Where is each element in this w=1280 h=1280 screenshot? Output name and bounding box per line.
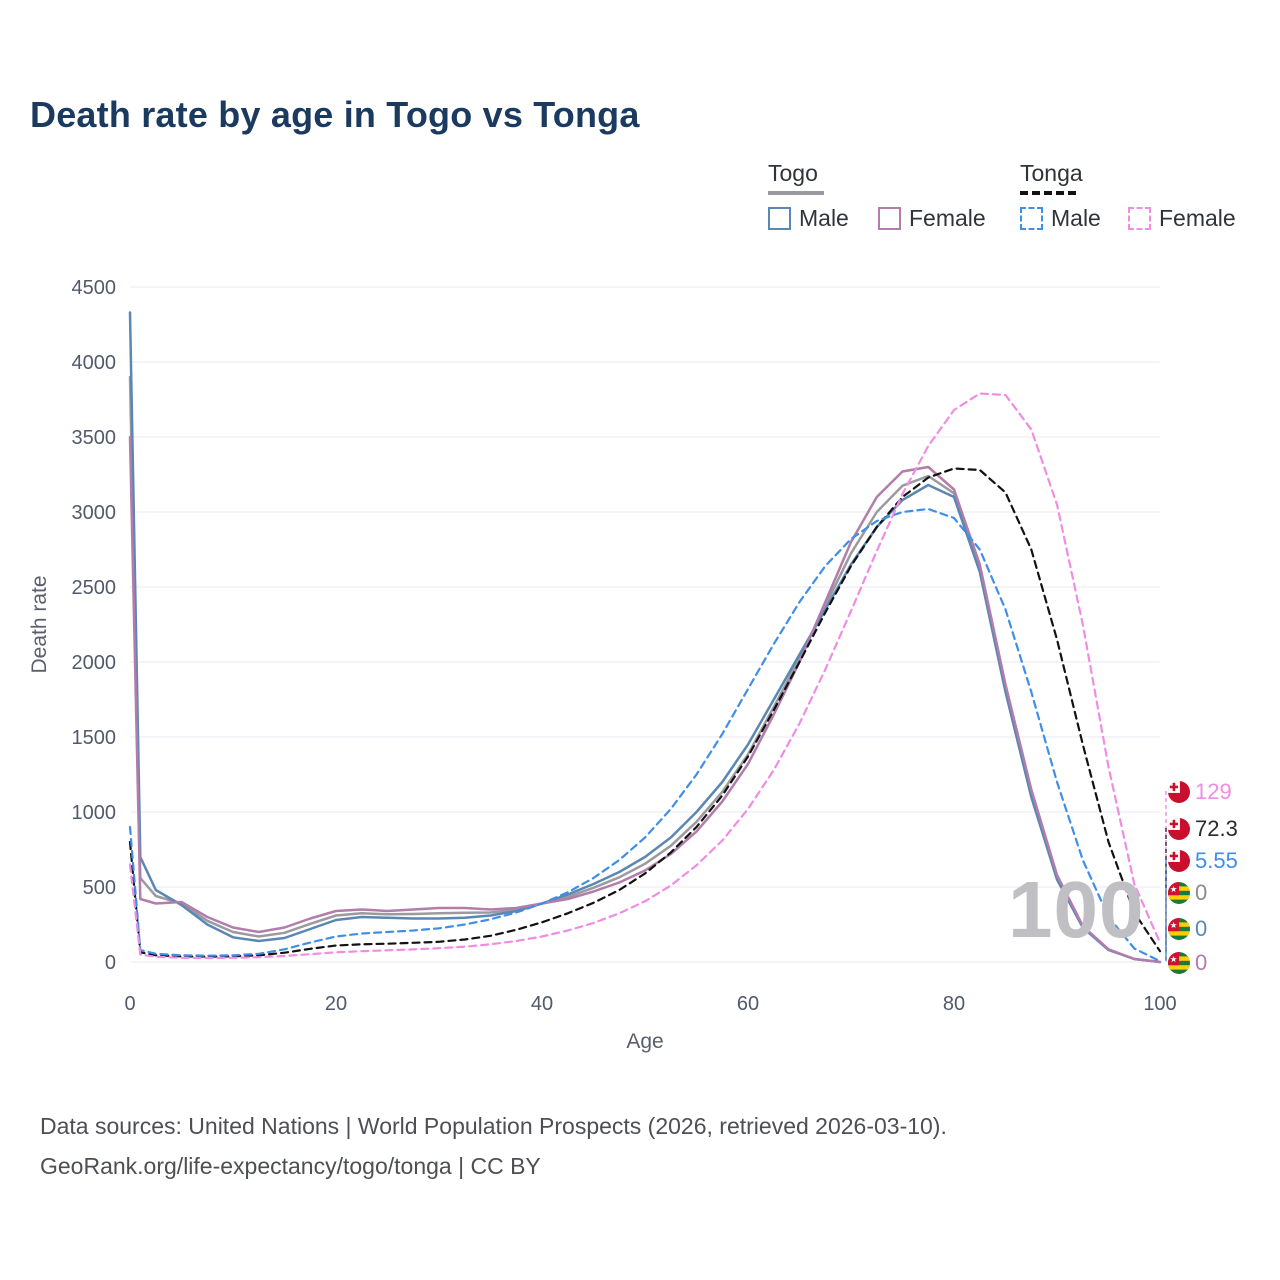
x-tick-label: 100: [1143, 993, 1176, 1015]
x-axis-title: Age: [626, 1030, 663, 1053]
series-line-tonga-total[interactable]: [128, 467, 1162, 958]
end-label-row: ★ 0: [1168, 916, 1207, 942]
age-watermark: 100: [1008, 865, 1145, 954]
togo-female-swatch-icon: [878, 207, 901, 230]
svg-text:★: ★: [1170, 885, 1177, 894]
legend-item-label: Male: [1051, 205, 1101, 231]
y-tick-label: 2000: [72, 652, 117, 674]
togo-flag-icon: ★: [1168, 882, 1190, 904]
series-line-tonga-male[interactable]: [128, 507, 1162, 963]
x-tick-label: 80: [943, 993, 965, 1015]
series-line-tonga-female[interactable]: [128, 392, 1162, 960]
attribution-text: GeoRank.org/life-expectancy/togo/tonga |…: [40, 1153, 541, 1179]
x-tick-label: 40: [531, 993, 553, 1015]
x-tick-label: 20: [325, 993, 347, 1015]
tonga-male-swatch-icon: [1020, 207, 1043, 230]
end-label-row: 5.55: [1168, 848, 1238, 874]
end-value: 0: [1195, 880, 1208, 905]
footer: Data sources: United Nations | World Pop…: [40, 1106, 947, 1186]
y-tick-label: 4500: [72, 277, 117, 299]
tonga-line-swatch: [1020, 191, 1076, 195]
togo-flag-icon: ★: [1168, 918, 1190, 940]
svg-text:★: ★: [1170, 921, 1177, 930]
legend-group-label: Togo: [768, 160, 818, 186]
y-tick-label: 4000: [72, 352, 117, 374]
y-tick-label: 1000: [72, 802, 117, 824]
y-tick-label: 0: [105, 952, 116, 974]
y-tick-label: 500: [83, 877, 116, 899]
togo-line-swatch: [768, 191, 824, 195]
legend-item-label: Female: [909, 205, 986, 231]
series-line-togo-female[interactable]: [128, 435, 1162, 964]
legend-item-togo-male[interactable]: Male: [768, 205, 849, 232]
y-axis-title: Death rate: [28, 575, 51, 673]
legend-item-tonga-female[interactable]: Female: [1128, 205, 1236, 232]
svg-text:★: ★: [1170, 955, 1177, 964]
end-label-row: 72.3: [1168, 816, 1238, 842]
legend-item-togo-female[interactable]: Female: [878, 205, 986, 232]
end-value: 72.3: [1195, 816, 1238, 841]
end-label-row: ★ 0: [1168, 950, 1207, 976]
end-value: 129: [1195, 779, 1232, 804]
tonga-flag-icon: [1168, 781, 1190, 803]
y-tick-label: 3000: [72, 502, 117, 524]
legend-item-label: Male: [799, 205, 849, 231]
data-sources-text: Data sources: United Nations | World Pop…: [40, 1113, 947, 1139]
legend-item-tonga-male[interactable]: Male: [1020, 205, 1101, 232]
tonga-flag-icon: [1168, 850, 1190, 872]
legend: Togo Tonga Male Female Male Female: [0, 0, 1280, 250]
y-tick-label: 1500: [72, 727, 117, 749]
end-value: 5.55: [1195, 848, 1238, 873]
togo-male-swatch-icon: [768, 207, 791, 230]
end-value: 0: [1195, 950, 1208, 975]
togo-flag-icon: ★: [1168, 952, 1190, 974]
legend-group-tonga: Tonga: [1020, 160, 1083, 195]
y-tick-label: 2500: [72, 577, 117, 599]
legend-item-label: Female: [1159, 205, 1236, 231]
end-label-row: ★ 0: [1168, 880, 1207, 906]
series-line-togo-male[interactable]: [128, 311, 1162, 964]
y-tick-label: 3500: [72, 427, 117, 449]
x-tick-label: 60: [737, 993, 759, 1015]
legend-group-label: Tonga: [1020, 160, 1083, 186]
legend-group-togo: Togo: [768, 160, 824, 195]
end-value: 0: [1195, 916, 1208, 941]
end-label-row: 129: [1168, 779, 1232, 805]
page-title: Death rate by age in Togo vs Tonga: [30, 94, 640, 135]
tonga-flag-icon: [1168, 818, 1190, 840]
tonga-female-swatch-icon: [1128, 207, 1151, 230]
x-tick-label: 0: [124, 993, 135, 1015]
